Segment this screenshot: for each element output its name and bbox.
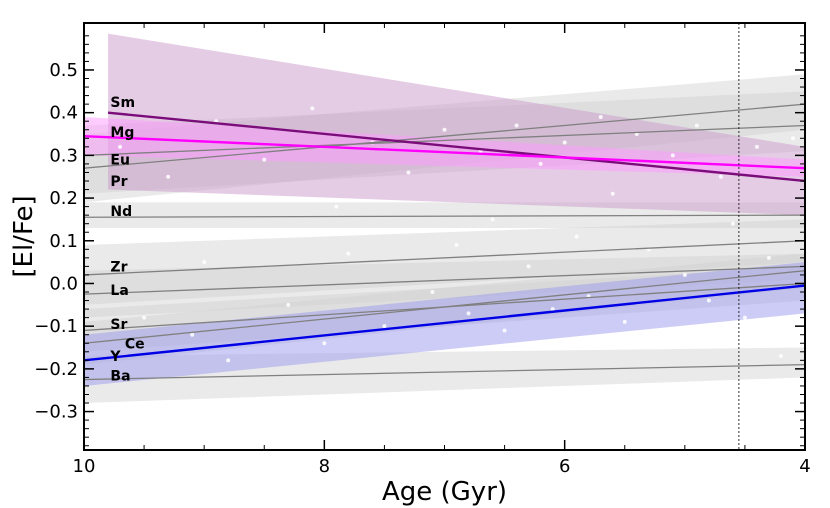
scatter-point (754, 144, 759, 149)
element-label-sr: Sr (110, 317, 127, 333)
band-nd (84, 202, 805, 228)
element-label-zr: Zr (110, 259, 127, 275)
scatter-point (406, 170, 411, 175)
y-axis-label: [El/Fe] (9, 195, 39, 277)
y-tick-label: −0.2 (34, 359, 78, 380)
plot-frame (83, 22, 806, 451)
scatter-point (454, 243, 459, 248)
element-label-pr: Pr (110, 174, 127, 190)
scatter-point (502, 328, 507, 333)
scatter-point (562, 140, 567, 145)
element-label-y: Y (109, 349, 121, 365)
scatter-point (334, 204, 339, 209)
element-labels: Sm Mg Eu Pr Nd Zr La Sr CeY Ba (109, 95, 144, 384)
scatter-point (574, 234, 579, 239)
trend-line-zr (84, 240, 805, 276)
scatter-point (706, 298, 711, 303)
scatter-point (490, 217, 495, 222)
scatter-point (346, 251, 351, 256)
band-la (84, 253, 805, 318)
confidence-bands (84, 33, 805, 404)
trend-line-y (84, 284, 805, 362)
scatter-point (202, 260, 207, 265)
scatter-point (526, 264, 531, 269)
scatter-point (550, 307, 555, 312)
scatter-point (142, 315, 147, 320)
scatter-point (610, 191, 615, 196)
scatter-point (190, 332, 195, 337)
scatter-point (442, 127, 447, 132)
scatter-point (466, 311, 471, 316)
x-tick-label: 4 (799, 456, 810, 477)
band-zr (84, 219, 805, 305)
scatter-point (310, 106, 315, 111)
scatter-point (598, 114, 603, 119)
trend-line-mg (84, 124, 805, 157)
y-tick-label: 0.2 (49, 188, 78, 209)
scatter-point (322, 341, 327, 346)
y-tick-label: −0.3 (34, 402, 78, 423)
trend-line-ce (84, 270, 805, 344)
scatter-point (718, 174, 723, 179)
element-label-eu: Eu (110, 153, 130, 169)
y-tick-label: 0.3 (49, 145, 78, 166)
scatter-point (286, 302, 291, 307)
x-axis-label: Age (Gyr) (382, 477, 507, 507)
scatter-point (538, 161, 543, 166)
y-tick-label: 0.5 (49, 60, 78, 81)
trend-line-la (84, 265, 805, 295)
scatter-point (262, 157, 267, 162)
y-tick-label: −0.1 (34, 316, 78, 337)
trend-line-pr (84, 103, 805, 169)
trend-line-nd (84, 214, 805, 218)
scatter-point (790, 136, 795, 141)
scatter-point (778, 354, 783, 359)
scatter-point (742, 315, 747, 320)
trend-line-ba (84, 363, 805, 381)
scatter-point (382, 324, 387, 329)
scatter-point (694, 123, 699, 128)
element-label-la: La (110, 283, 128, 299)
element-label-nd: Nd (110, 204, 132, 220)
y-tick-label: 0.0 (49, 273, 78, 294)
element-label-mg: Mg (110, 125, 134, 141)
scatter-point (658, 345, 663, 350)
scatter-point (118, 144, 123, 149)
scatter-point (166, 174, 171, 179)
scatter-point (250, 230, 255, 235)
scatter-point (226, 358, 231, 363)
trend-line-sm (107, 111, 805, 183)
scatter-point (766, 255, 771, 260)
element-label-ce: Ce (125, 336, 145, 352)
scatter-point (514, 123, 519, 128)
x-tick-label: 6 (559, 456, 570, 477)
element-label-sm: Sm (110, 95, 135, 111)
y-tick-label: 0.4 (49, 103, 78, 124)
x-tick-label: 10 (73, 456, 96, 477)
trend-lines (84, 103, 805, 381)
scatter-point (682, 272, 687, 277)
trend-line-eu (84, 134, 805, 170)
scatter-point (670, 153, 675, 158)
y-tick-label: 0.1 (49, 231, 78, 252)
scatter-point (622, 319, 627, 324)
scatter-point (430, 290, 435, 295)
element-label-ba: Ba (110, 368, 130, 384)
x-tick-label: 8 (319, 456, 330, 477)
scatter-point (730, 221, 735, 226)
